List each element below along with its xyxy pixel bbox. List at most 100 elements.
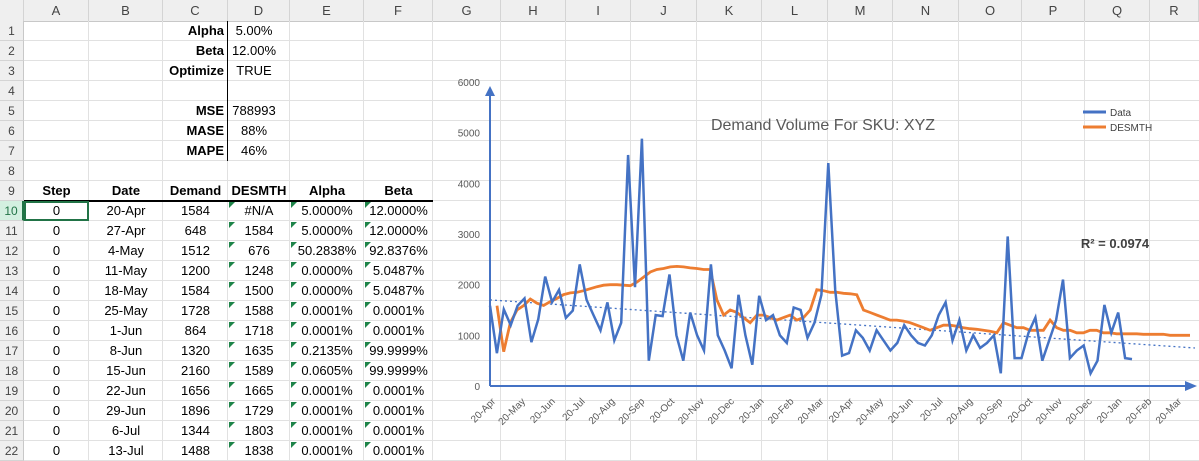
table-cell[interactable]: 22-Jun: [106, 383, 146, 398]
table-cell[interactable]: 0: [52, 283, 61, 298]
table-cell[interactable]: 13-Jul: [108, 443, 144, 458]
table-cell[interactable]: 1-Jun: [109, 323, 143, 338]
param-value[interactable]: [228, 81, 280, 101]
row-header-14[interactable]: 14: [0, 281, 24, 301]
row-header-16[interactable]: 16: [0, 321, 24, 341]
table-cell[interactable]: 11-May: [104, 263, 148, 278]
table-header-alpha[interactable]: Alpha: [308, 183, 346, 198]
table-cell[interactable]: 1665: [244, 383, 274, 398]
table-cell[interactable]: 0: [52, 383, 61, 398]
table-header-date[interactable]: Date: [111, 183, 141, 198]
table-cell[interactable]: 1248: [244, 263, 274, 278]
column-header-a[interactable]: A: [24, 0, 89, 21]
table-cell[interactable]: 0: [52, 363, 61, 378]
table-cell[interactable]: 0: [52, 203, 61, 218]
row-header-22[interactable]: 22: [0, 441, 24, 461]
table-cell[interactable]: 0.2135%: [301, 343, 353, 358]
table-cell[interactable]: #N/A: [244, 203, 274, 218]
table-cell[interactable]: 0: [52, 303, 61, 318]
table-cell[interactable]: 27-Apr: [106, 223, 146, 238]
param-label[interactable]: MSE: [195, 103, 224, 118]
table-cell[interactable]: 1344: [181, 423, 210, 438]
column-header-d[interactable]: D: [228, 0, 290, 21]
table-cell[interactable]: 2160: [181, 363, 210, 378]
table-cell[interactable]: 5.0000%: [301, 223, 353, 238]
param-value[interactable]: 12.00%: [231, 43, 277, 58]
table-cell[interactable]: 1803: [244, 423, 274, 438]
table-cell[interactable]: 1500: [244, 283, 274, 298]
column-header-m[interactable]: M: [828, 0, 893, 21]
table-cell[interactable]: 0.0001%: [372, 323, 425, 338]
row-header-4[interactable]: 4: [0, 81, 24, 101]
row-header-7[interactable]: 7: [0, 141, 24, 161]
table-cell[interactable]: 1584: [181, 283, 210, 298]
param-value[interactable]: 788993: [232, 103, 276, 118]
table-cell[interactable]: 0.0001%: [301, 443, 353, 458]
column-header-r[interactable]: R: [1150, 0, 1199, 21]
table-cell[interactable]: 0.0001%: [372, 303, 425, 318]
table-cell[interactable]: 0.0000%: [301, 283, 353, 298]
table-cell[interactable]: 1589: [244, 363, 274, 378]
row-header-17[interactable]: 17: [0, 341, 24, 361]
row-header-1[interactable]: 1: [0, 21, 24, 41]
table-cell[interactable]: 0.0001%: [301, 423, 353, 438]
table-cell[interactable]: 15-Jun: [106, 363, 146, 378]
table-cell[interactable]: 0.0605%: [301, 363, 353, 378]
column-header-k[interactable]: K: [697, 0, 762, 21]
table-cell[interactable]: 1718: [244, 323, 274, 338]
table-cell[interactable]: 4-May: [107, 243, 145, 258]
table-cell[interactable]: 0: [52, 263, 61, 278]
param-value[interactable]: 46%: [240, 143, 268, 158]
table-cell[interactable]: 50.2838%: [297, 243, 357, 258]
param-label[interactable]: [163, 81, 228, 101]
table-cell[interactable]: 1728: [181, 303, 210, 318]
table-cell[interactable]: 1512: [181, 243, 210, 258]
table-cell[interactable]: 8-Jun: [109, 343, 143, 358]
column-header-o[interactable]: O: [959, 0, 1022, 21]
table-cell[interactable]: 0: [52, 343, 61, 358]
param-label[interactable]: MAPE: [186, 143, 224, 158]
table-cell[interactable]: 1838: [244, 443, 274, 458]
table-cell[interactable]: 1635: [244, 343, 274, 358]
column-header-p[interactable]: P: [1022, 0, 1085, 21]
param-label[interactable]: Alpha: [187, 23, 224, 38]
row-header-21[interactable]: 21: [0, 421, 24, 441]
table-header-demand[interactable]: Demand: [169, 183, 222, 198]
table-cell[interactable]: 0: [52, 423, 61, 438]
table-header-beta[interactable]: Beta: [384, 183, 413, 198]
table-cell[interactable]: 5.0487%: [372, 263, 425, 278]
table-header-desmth[interactable]: DESMTH: [231, 183, 287, 198]
table-cell[interactable]: 5.0000%: [301, 203, 353, 218]
table-cell[interactable]: 648: [184, 223, 207, 238]
row-header-2[interactable]: 2: [0, 41, 24, 61]
table-cell[interactable]: 0.0001%: [372, 403, 425, 418]
table-cell[interactable]: 0.0001%: [372, 383, 425, 398]
column-header-b[interactable]: B: [89, 0, 163, 21]
row-header-15[interactable]: 15: [0, 301, 24, 321]
row-header-12[interactable]: 12: [0, 241, 24, 261]
table-cell[interactable]: 1656: [181, 383, 210, 398]
row-header-3[interactable]: 3: [0, 61, 24, 81]
table-cell[interactable]: 12.0000%: [369, 203, 428, 218]
column-header-f[interactable]: F: [364, 0, 433, 21]
table-cell[interactable]: 1584: [181, 203, 210, 218]
row-header-9[interactable]: 9: [0, 181, 24, 201]
row-header-6[interactable]: 6: [0, 121, 24, 141]
table-cell[interactable]: 1588: [244, 303, 274, 318]
row-header-10[interactable]: 10: [0, 201, 24, 221]
table-cell[interactable]: 0.0000%: [301, 263, 353, 278]
table-cell[interactable]: 0.0001%: [372, 423, 425, 438]
table-cell[interactable]: 864: [184, 323, 207, 338]
table-cell[interactable]: 0.0001%: [301, 403, 353, 418]
row-header-20[interactable]: 20: [0, 401, 24, 421]
table-cell[interactable]: 1200: [181, 263, 210, 278]
row-header-5[interactable]: 5: [0, 101, 24, 121]
column-header-i[interactable]: I: [566, 0, 631, 21]
table-cell[interactable]: 29-Jun: [106, 403, 146, 418]
column-header-q[interactable]: Q: [1085, 0, 1150, 21]
table-cell[interactable]: 0.0001%: [301, 383, 353, 398]
table-cell[interactable]: 1488: [181, 443, 210, 458]
param-value[interactable]: 88%: [240, 123, 268, 138]
param-value[interactable]: TRUE: [236, 63, 272, 78]
